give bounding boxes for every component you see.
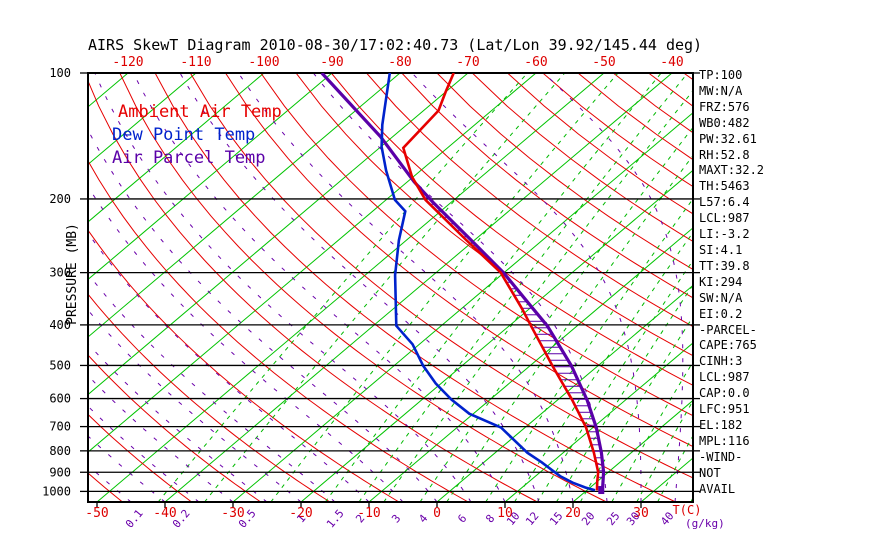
stat-line: TP:100 [699,68,743,82]
mixing-ratio-tick-label: 15 [547,509,565,528]
stat-line: MAXT:32.2 [699,163,765,178]
stat-line: CAPE:765 [699,338,757,353]
stat-line: EI:0.2 [699,306,743,321]
mixing-ratio-tick-label: 1.5 [324,507,347,531]
bottom-temp-tick-label: 20 [565,506,581,521]
bottom-temp-tick-label: -40 [153,506,176,521]
stat-line: KI:294 [699,274,743,289]
stat-line: EL:182 [699,417,743,432]
pressure-tick-label: 800 [49,444,71,458]
stat-line: CINH:3 [699,354,743,369]
stat-line: L57:6.4 [699,195,750,210]
pressure-tick-label: 700 [49,420,71,434]
bottom-temp-tick-label: -10 [357,506,380,521]
stat-line: NOT [699,465,721,480]
pressure-tick-label: 1000 [42,484,71,498]
legend: Ambient Air Temp Dew Point Temp Air Parc… [112,101,282,170]
pressure-tick-label: 400 [49,318,71,332]
pressure-tick-label: 300 [49,266,71,280]
stat-line: MPL:116 [699,433,750,448]
bottom-temp-tick-label: -30 [221,506,244,521]
axes-frame [80,72,700,508]
stat-line: LCL:987 [699,211,750,226]
legend-air-parcel: Air Parcel Temp [112,148,266,168]
stat-line: SI:4.1 [699,242,743,257]
mixing-ratio-tick-label: 12 [523,509,541,528]
bottom-temp-tick-label: -50 [85,506,108,521]
top-temp-tick-label: -90 [320,55,343,70]
pressure-axis-title: PRESSURE (MB) [65,223,80,325]
stat-line: SW:N/A [699,290,743,305]
mixing-ratio-tick-label: 6 [455,512,469,525]
stat-line: RH:52.8 [699,147,750,162]
stats-panel: TP:100 MW:N/A FRZ:576 WB0:482 PW:32.61 RH:52.… [699,68,764,497]
mixing-ratio-tick-label: 3 [389,512,403,525]
pressure-tick-label: 200 [49,192,71,206]
stat-line: PW:32.61 [699,131,757,146]
bottom-temp-tick-label: -20 [289,506,312,521]
sounding-profiles [320,73,606,495]
temp-unit-label: T(C) [673,503,702,517]
bottom-temp-tick-label: 0 [433,506,441,521]
legend-dew-point: Dew Point Temp [112,125,256,145]
top-temp-tick-label: -40 [660,55,683,70]
ambient-air-temp-curve [401,73,600,491]
stat-line: LFC:951 [699,402,750,417]
top-temp-tick-label: -50 [592,55,615,70]
pressure-tick-label: 100 [49,66,71,80]
top-temp-tick-label: -70 [456,55,479,70]
bottom-temp-tick-label: 30 [633,506,649,521]
pressure-tick-label: 600 [49,392,71,406]
bottom-temp-tick-label: 10 [497,506,513,521]
stat-line: FRZ:576 [699,99,750,114]
stat-line: AVAIL [699,481,736,496]
legend-ambient-temp: Ambient Air Temp [118,102,282,122]
stat-line: LI:-3.2 [699,227,750,242]
top-temp-tick-label: -60 [524,55,547,70]
top-temp-tick-label: -110 [180,55,211,70]
top-temp-tick-label: -80 [388,55,411,70]
mixing-ratio-tick-label: 25 [604,509,622,528]
mixing-ratio-tick-label: 4 [416,512,430,526]
stat-line: -WIND- [699,449,743,464]
top-temp-tick-label: -100 [248,55,279,70]
stat-line: -PARCEL- [699,322,757,337]
pressure-tick-label: 500 [49,358,71,372]
mixing-ratio-unit-label: (g/kg) [685,517,725,530]
stat-line: TT:39.8 [699,258,750,273]
axis-labels: 1002003004005006007008009001000PRESSURE … [42,55,725,531]
dew-point-temp-curve [380,73,596,492]
mixing-ratio-tick-label: 0.1 [123,507,146,531]
pressure-tick-label: 900 [49,465,71,479]
stat-line: MW:N/A [699,83,743,98]
air-parcel-temp-curve [320,73,606,494]
top-temp-tick-label: -120 [112,55,143,70]
stat-line: WB0:482 [699,115,750,130]
diagram-title: AIRS SkewT Diagram 2010-08-30/17:02:40.7… [88,36,703,54]
mixing-ratio-tick-label: 20 [579,509,597,528]
stat-line: TH:5463 [699,179,750,194]
stat-line: CAP:0.0 [699,386,750,401]
mixing-ratio-tick-label: 8 [483,512,497,525]
stat-line: LCL:987 [699,370,750,385]
